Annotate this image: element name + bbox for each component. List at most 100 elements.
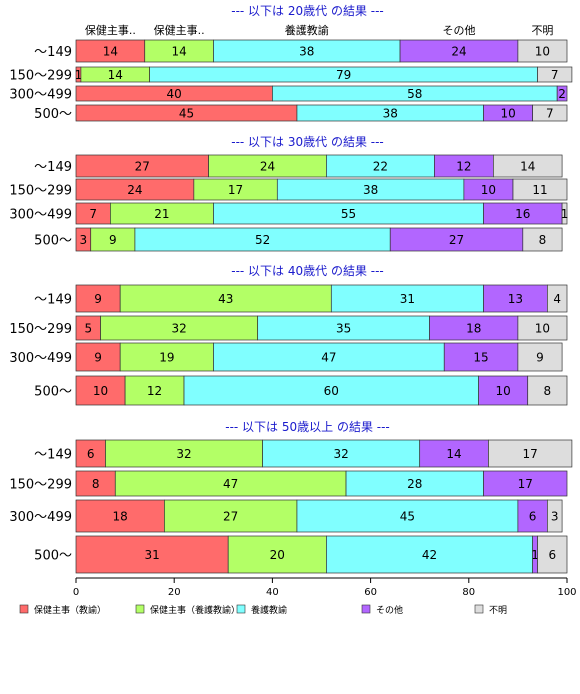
bar-value-label: 42 xyxy=(422,548,437,562)
legend-label: 保健主事（養護教諭） xyxy=(150,604,240,616)
series-top-label: その他 xyxy=(442,24,475,37)
x-tick-label: 100 xyxy=(557,587,576,598)
bar-value-label: 10 xyxy=(535,322,550,336)
bar-segment xyxy=(483,284,548,313)
bar-segment xyxy=(296,499,519,533)
bar-segment xyxy=(114,470,347,497)
panel-1: --- 以下は 20歳代 の結果 --- 保健主事.. 保健主事.. 養護教諭 その他 不… xyxy=(9,4,573,122)
bar-row: 500～ 10 12 60 10 8 xyxy=(34,375,568,406)
panel-2: --- 以下は 30歳代 の結果 --- ～149 27 24 22 12 14 150～29… xyxy=(9,135,569,252)
panel-3: --- 以下は 40歳代 の結果 --- ～149 9 43 31 13 4 150～299 5… xyxy=(9,264,568,406)
bar-value-label: 32 xyxy=(171,322,186,336)
row-label: ～149 xyxy=(34,293,72,308)
bar-segment xyxy=(75,499,165,533)
bar-row: 150～299 24 17 38 10 11 xyxy=(9,178,568,201)
bar-segment xyxy=(75,375,126,406)
bar-value-label: 38 xyxy=(363,183,378,197)
row-label: 150～299 xyxy=(9,478,72,493)
bar-value-label: 79 xyxy=(336,68,351,82)
bar-value-label: 8 xyxy=(539,233,547,247)
x-tick-label: 60 xyxy=(364,587,377,598)
bar-row: ～149 9 43 31 13 4 xyxy=(34,284,568,313)
bar-value-label: 27 xyxy=(223,510,238,524)
row-label: ～149 xyxy=(34,448,72,463)
legend-swatch xyxy=(135,604,145,614)
bar-value-label: 43 xyxy=(218,292,233,306)
bar-value-label: 38 xyxy=(299,45,314,59)
bar-value-label: 58 xyxy=(407,87,422,101)
bar-value-label: 3 xyxy=(551,510,559,524)
bar-segment xyxy=(75,315,101,341)
bar-row: 300～499 18 27 45 6 3 xyxy=(9,499,563,533)
bar-value-label: 10 xyxy=(481,183,496,197)
legend-label: 保健主事（教諭） xyxy=(34,604,106,616)
bar-segment xyxy=(527,375,568,406)
bar-segment xyxy=(517,499,548,533)
bar-value-label: 20 xyxy=(270,548,285,562)
bar-value-label: 10 xyxy=(500,107,515,121)
bar-value-label: 24 xyxy=(127,183,142,197)
bar-row: ～149 27 24 22 12 14 xyxy=(34,154,563,178)
bar-value-label: 17 xyxy=(518,477,533,491)
bar-row: ～149 6 32 32 14 17 xyxy=(34,439,573,468)
bar-value-label: 10 xyxy=(496,384,511,398)
legend-item: 不明 xyxy=(474,604,507,616)
bar-value-label: 15 xyxy=(473,351,488,365)
bar-segment xyxy=(227,535,327,574)
row-label: 150～299 xyxy=(9,184,72,199)
bar-segment xyxy=(522,227,563,252)
bar-segment xyxy=(75,342,121,372)
bar-value-label: 12 xyxy=(147,384,162,398)
x-axis: 0 20 40 60 80 100 xyxy=(73,577,577,598)
bar-segment xyxy=(561,202,568,225)
bar-row: ～149 14 14 38 24 10 xyxy=(34,39,568,63)
bar-value-label: 1 xyxy=(561,207,569,221)
bar-value-label: 10 xyxy=(93,384,108,398)
bar-row: 300～499 40 58 2 xyxy=(9,85,568,103)
bar-segment xyxy=(330,284,484,313)
bar-segment xyxy=(512,178,568,201)
bar-row: 500～ 3 9 52 27 8 xyxy=(34,227,563,252)
legend-swatch xyxy=(19,604,29,614)
bar-value-label: 6 xyxy=(548,548,556,562)
bar-segment xyxy=(483,470,568,497)
bar-value-label: 7 xyxy=(551,68,559,82)
bar-row: 300～499 9 19 47 15 9 xyxy=(9,342,563,372)
bar-segment xyxy=(537,66,573,83)
bar-value-label: 19 xyxy=(159,351,174,365)
bar-segment xyxy=(488,439,573,468)
bar-value-label: 14 xyxy=(103,45,118,59)
bar-segment xyxy=(517,342,563,372)
row-label: 500～ xyxy=(34,234,72,249)
bar-segment xyxy=(537,535,568,574)
bar-value-label: 55 xyxy=(341,207,356,221)
bar-value-label: 35 xyxy=(336,322,351,336)
bar-segment xyxy=(556,85,568,102)
legend-label: 不明 xyxy=(489,605,507,616)
bar-segment xyxy=(419,439,489,468)
legend-item: 保健主事（教諭） xyxy=(19,604,106,616)
bar-segment xyxy=(119,342,214,372)
bar-value-label: 45 xyxy=(179,107,194,121)
bar-segment xyxy=(75,439,106,468)
x-tick-label: 0 xyxy=(73,587,79,598)
legend: 保健主事（教諭） 保健主事（養護教諭） 養護教諭 その他 不明 xyxy=(19,604,507,616)
bar-value-label: 5 xyxy=(84,322,92,336)
x-tick-label: 40 xyxy=(266,587,279,598)
bar-value-label: 38 xyxy=(383,107,398,121)
row-label: 150～299 xyxy=(9,69,72,84)
row-label: 500～ xyxy=(34,107,72,122)
row-label: 300～499 xyxy=(9,208,72,223)
panel-title: --- 以下は 50歳以上 の結果 --- xyxy=(225,420,390,434)
row-label: 300～499 xyxy=(9,88,72,103)
row-label: 300～499 xyxy=(9,510,72,525)
legend-item: その他 xyxy=(361,604,403,616)
bar-value-label: 7 xyxy=(89,207,97,221)
bar-value-label: 14 xyxy=(171,45,186,59)
x-tick-label: 80 xyxy=(462,587,475,598)
bar-segment xyxy=(124,375,185,406)
bar-segment xyxy=(164,499,298,533)
legend-label: その他 xyxy=(376,604,403,616)
bar-value-label: 14 xyxy=(446,447,461,461)
bar-value-label: 8 xyxy=(544,384,552,398)
